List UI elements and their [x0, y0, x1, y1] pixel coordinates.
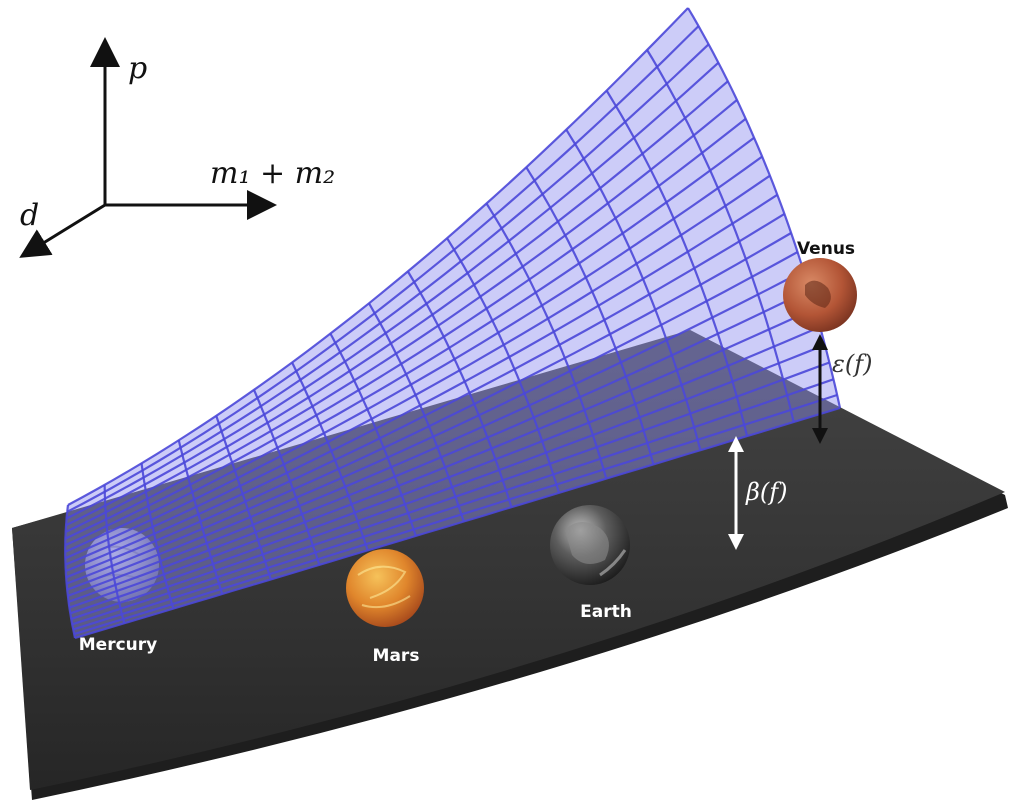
- surface-grid-line: [66, 25, 700, 513]
- surface-grid-line: [71, 361, 830, 626]
- surface-grid-line: [70, 343, 826, 620]
- surface-grid-line: [74, 406, 841, 640]
- surface-grid-line: [64, 155, 763, 560]
- surface-grid-line: [65, 174, 771, 566]
- surface-grid-line: [65, 212, 785, 579]
- surface-grid-line: [64, 99, 738, 540]
- earth-label: Earth: [580, 602, 632, 622]
- surface-grid-line: [66, 43, 710, 520]
- surface-grid-line: [64, 136, 755, 553]
- beta-marker: β(f): [728, 436, 787, 550]
- ground-plane: [12, 330, 1008, 800]
- surface-grid-line: [72, 378, 834, 631]
- mercury-label: Mercury: [79, 635, 157, 655]
- surface-grid-line: [67, 7, 689, 506]
- earth-planet: [550, 505, 630, 585]
- mars-planet: [346, 549, 424, 627]
- p-axis-label: p: [128, 51, 147, 86]
- mars-label: Mars: [373, 646, 420, 666]
- surface-grid-line: [687, 7, 842, 409]
- axes: p m₁ + m₂ d: [19, 37, 335, 258]
- beta-label: β(f): [745, 478, 787, 506]
- surface-grid-line: [69, 325, 821, 615]
- d-axis-label: d: [20, 198, 39, 233]
- surface-grid-line: [67, 270, 805, 597]
- epsilon-marker: ε(f): [812, 334, 873, 444]
- surface-grid-line: [66, 232, 792, 585]
- epsilon-label: ε(f): [832, 350, 873, 378]
- venus-label: Venus: [797, 239, 855, 259]
- d-axis: [19, 203, 106, 258]
- mass-axis-label: m₁ + m₂: [210, 156, 335, 191]
- surface-grid-line: [64, 117, 747, 547]
- surface-grid-line: [68, 288, 810, 603]
- surface-grid-line: [65, 80, 729, 533]
- surface-grid-line: [69, 307, 816, 609]
- surface-grid-line: [73, 393, 838, 636]
- potential-surface: [64, 7, 842, 640]
- surface-grid-line: [65, 193, 778, 573]
- surface-grid-line: [66, 251, 799, 591]
- surface-grid-line: [65, 61, 720, 527]
- venus-planet: [783, 258, 857, 332]
